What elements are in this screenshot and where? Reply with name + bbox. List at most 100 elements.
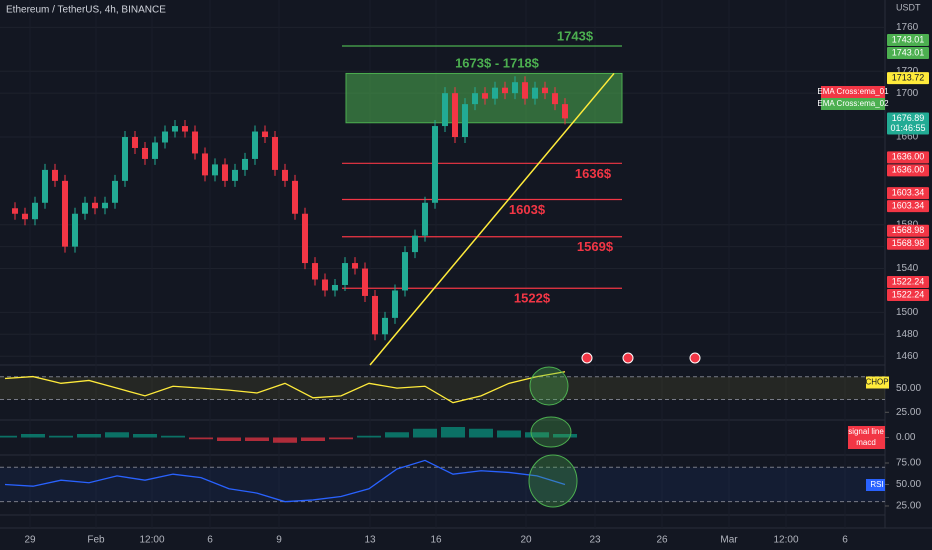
candle-body <box>232 169 238 181</box>
event-icon[interactable] <box>581 352 593 364</box>
price-tag <box>887 200 929 213</box>
histogram-bar <box>329 437 353 440</box>
candle-body <box>92 202 98 209</box>
indicator-line <box>4 459 566 503</box>
candle-body <box>502 87 508 94</box>
candle-body <box>412 235 418 253</box>
price-pane: 1673$ - 1718$ 1743$ 1636$ 1603$ 1569$ 1522$ <box>12 28 623 366</box>
candle-body <box>212 164 218 176</box>
candle-body <box>492 87 498 99</box>
pane-label-box <box>848 426 885 438</box>
candle-body <box>112 180 118 203</box>
candle-body <box>152 142 158 159</box>
candle-body <box>482 93 488 99</box>
candle-body <box>372 295 378 335</box>
histogram-bar <box>553 434 577 438</box>
x-tick-label: 29 <box>24 535 36 546</box>
histogram-bar <box>77 434 101 438</box>
band-fill <box>0 376 885 400</box>
candle-body <box>352 263 358 269</box>
y-tick-label: 50.00 <box>896 383 921 394</box>
ema-label-box <box>821 86 885 98</box>
price-tag-label: 1743.01 <box>892 47 925 57</box>
candle-body <box>532 87 538 99</box>
histogram-bar <box>0 435 17 438</box>
histogram-bar <box>161 435 185 438</box>
price-tag <box>887 47 929 60</box>
highlight-circle <box>528 454 578 508</box>
pane-label: macd <box>856 438 876 447</box>
price-tag <box>887 237 929 250</box>
candle-body <box>132 137 138 148</box>
price-tag-label: 1636.00 <box>892 165 925 175</box>
band-fill <box>0 467 885 502</box>
histogram-bar <box>49 435 73 438</box>
price-tag <box>887 112 929 135</box>
price-tag-label: 1603.34 <box>892 200 925 210</box>
histogram-bar <box>273 437 297 443</box>
y-tick-label: 25.00 <box>896 407 921 418</box>
ema-label-box <box>821 98 885 110</box>
candle-body <box>442 93 448 127</box>
price-tag-label: 1743.01 <box>892 34 925 44</box>
indicator-panes: 50.00 25.00 CHOP 0.00 signal line macd 75.00 50… <box>0 371 921 512</box>
highlight-circle <box>530 416 572 448</box>
pane-label: signal line <box>848 427 884 436</box>
x-tick-label: 23 <box>589 535 601 546</box>
event-icon[interactable] <box>622 352 634 364</box>
price-tag-label: 1522.24 <box>892 276 925 286</box>
level-label: 1743$ <box>557 28 594 43</box>
candle-body <box>272 137 278 170</box>
currency-label: USDT <box>896 2 921 12</box>
candle-body <box>282 169 288 181</box>
candle-body <box>562 104 568 119</box>
price-tag <box>887 224 929 237</box>
candle-body <box>162 131 168 143</box>
candle-body <box>182 126 188 132</box>
price-tag <box>887 151 929 164</box>
candle-body <box>552 93 558 105</box>
histogram-bar <box>357 435 381 438</box>
candle-body <box>432 126 438 203</box>
candle-body <box>22 213 28 220</box>
histogram-bar <box>525 432 549 438</box>
grid <box>0 26 885 357</box>
indicator-line <box>4 371 566 404</box>
candle-body <box>262 131 268 138</box>
x-tick-label: 26 <box>656 535 668 546</box>
event-icon[interactable] <box>689 352 701 364</box>
candle-body <box>242 158 248 170</box>
histogram-bar <box>469 428 493 438</box>
y-tick-label: 75.00 <box>896 458 921 469</box>
x-tick-label: Feb <box>87 535 105 546</box>
price-tag <box>887 187 929 200</box>
y-tick-label: 1480 <box>896 329 919 340</box>
pane-label: RSI <box>870 480 883 489</box>
candle-body <box>392 290 398 318</box>
price-tag <box>887 289 929 302</box>
candle-body <box>332 284 338 291</box>
histogram-bar <box>413 428 437 438</box>
histogram-bar <box>21 434 45 438</box>
candle-body <box>52 169 58 181</box>
level-label: 1522$ <box>514 291 551 306</box>
candle-body <box>222 164 228 181</box>
level-label: 1569$ <box>577 239 614 254</box>
pane-label-box <box>866 479 885 491</box>
price-tag-countdown: 01:46:55 <box>890 123 925 133</box>
price-tag <box>887 276 929 289</box>
histogram-bar <box>105 432 129 438</box>
candle-body <box>292 180 298 214</box>
candle-body <box>102 202 108 209</box>
ema-label: EMA Cross:ema_01 <box>817 87 889 96</box>
y-tick-label: 1460 <box>896 351 919 362</box>
histogram-bar <box>189 437 213 440</box>
histogram-bar <box>245 437 269 441</box>
histogram-bar <box>133 434 157 438</box>
candle-body <box>462 104 468 138</box>
candle-body <box>312 263 318 280</box>
histogram-bar <box>441 427 465 438</box>
zone-label: 1673$ - 1718$ <box>455 55 540 70</box>
